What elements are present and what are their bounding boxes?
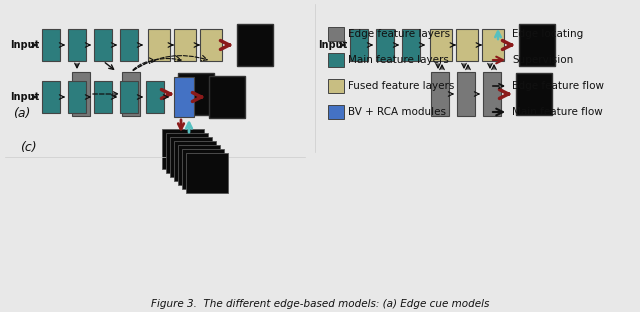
Bar [516,73,552,115]
Text: (c): (c) [20,140,36,154]
Bar [148,29,170,61]
Bar [182,149,224,189]
Bar [186,153,228,193]
Bar [42,81,60,113]
Bar [237,24,273,66]
Text: Edge feature layers: Edge feature layers [348,29,450,39]
Bar [328,27,344,41]
Bar [431,72,449,116]
Bar [72,72,90,116]
Text: Input: Input [318,40,348,50]
Bar [68,81,86,113]
Text: Edge locating: Edge locating [512,29,583,39]
Bar [350,29,368,61]
Text: Main feature layers: Main feature layers [348,55,449,65]
Text: Fused feature layers: Fused feature layers [348,81,454,91]
Bar [120,29,138,61]
Bar [68,29,86,61]
Bar [174,77,194,117]
Bar [430,29,452,61]
Bar [456,29,478,61]
Bar [328,53,344,67]
Bar [482,29,504,61]
Bar [94,81,112,113]
Bar [328,79,344,93]
Text: Edge feature flow: Edge feature flow [512,81,604,91]
Bar [42,29,60,61]
Bar [94,29,112,61]
Bar [162,129,204,169]
Text: Input: Input [10,40,39,50]
Bar [376,29,394,61]
Bar [519,24,555,66]
Bar [457,72,475,116]
Bar [178,73,214,115]
Text: (b): (b) [327,108,345,120]
Bar [483,72,501,116]
Bar [122,72,140,116]
Bar [170,137,212,177]
Text: Main feature flow: Main feature flow [512,107,603,117]
Bar [209,76,245,118]
Bar [174,141,216,181]
Text: Input: Input [10,92,39,102]
Bar [174,29,196,61]
Text: (a): (a) [13,108,31,120]
Bar [328,105,344,119]
Text: BV + RCA modules: BV + RCA modules [348,107,446,117]
Bar [402,29,420,61]
Bar [178,145,220,185]
Text: Figure 3.  The different edge-based models: (a) Edge cue models: Figure 3. The different edge-based model… [151,299,489,309]
Text: Supervision: Supervision [512,55,573,65]
Bar [146,81,164,113]
Bar [200,29,222,61]
Bar [120,81,138,113]
Bar [166,133,208,173]
